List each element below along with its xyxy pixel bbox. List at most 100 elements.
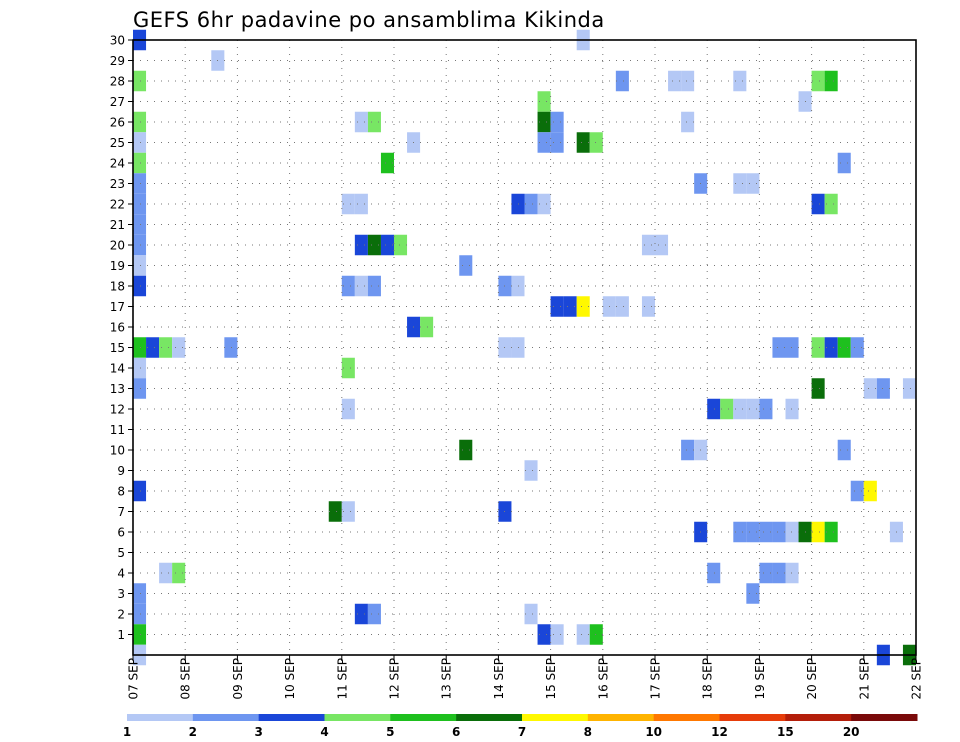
x-tick-label: 21 SEP <box>857 658 871 700</box>
heatmap-cell <box>524 193 538 215</box>
heatmap-cell <box>746 173 760 194</box>
colorbar-label: 20 <box>843 725 860 739</box>
heatmap-cell <box>133 234 147 256</box>
x-tick-label: 10 SEP <box>283 658 297 700</box>
heatmap-cell <box>341 398 355 420</box>
x-tick-label: 08 SEP <box>179 658 193 700</box>
y-tick-label: 9 <box>117 464 125 478</box>
colorbar-swatch <box>258 714 325 721</box>
heatmap-cell <box>863 480 877 502</box>
heatmap-cell <box>589 132 603 153</box>
colorbar-label: 4 <box>320 725 328 739</box>
heatmap-cell <box>133 275 147 297</box>
colorbar-swatch <box>127 714 194 721</box>
colorbar-swatch <box>456 714 523 721</box>
colorbar-label: 12 <box>711 725 728 739</box>
heatmap-cell <box>681 439 695 461</box>
y-tick-label: 16 <box>110 321 125 335</box>
heatmap-cell <box>511 193 525 215</box>
heatmap-cell <box>459 439 473 461</box>
heatmap-cell <box>550 296 564 317</box>
heatmap-cell <box>707 398 721 420</box>
x-tick-label: 17 SEP <box>649 658 663 700</box>
heatmap-cell <box>133 111 147 133</box>
heatmap-cell <box>380 152 394 174</box>
heatmap-cell <box>524 603 538 625</box>
heatmap-cell <box>811 378 825 399</box>
heatmap-cell <box>367 234 381 256</box>
heatmap-cell <box>615 70 629 92</box>
y-tick-label: 11 <box>110 423 125 437</box>
heatmap-cell <box>785 562 799 584</box>
heatmap-cell <box>133 193 147 215</box>
heatmap-cell <box>589 624 603 645</box>
heatmap-cell <box>354 234 368 256</box>
heatmap-cell <box>367 603 381 625</box>
colorbar-swatch <box>390 714 457 721</box>
heatmap-cell <box>341 193 355 215</box>
colorbar-label: 8 <box>584 725 592 739</box>
heatmap-cell <box>772 562 786 584</box>
colorbar-label: 7 <box>518 725 526 739</box>
heatmap-cell <box>550 624 564 645</box>
y-tick-label: 1 <box>117 628 125 642</box>
heatmap-cell <box>837 337 851 358</box>
x-tick-label: 11 SEP <box>335 658 349 700</box>
heatmap-cell <box>850 480 864 502</box>
y-tick-label: 28 <box>110 75 125 89</box>
y-tick-label: 12 <box>110 403 125 417</box>
heatmap-cell <box>772 337 786 358</box>
heatmap-cell <box>133 173 147 194</box>
colorbar-label: 5 <box>386 725 394 739</box>
heatmap-cell <box>550 132 564 153</box>
y-tick-label: 10 <box>110 444 125 458</box>
y-tick-label: 23 <box>110 177 125 191</box>
y-tick-label: 22 <box>110 198 125 212</box>
heatmap-cell <box>655 234 669 256</box>
y-tick-label: 5 <box>117 546 125 560</box>
colorbar-swatch <box>192 714 260 721</box>
colorbar-swatch <box>653 714 720 721</box>
y-tick-label: 6 <box>117 526 125 540</box>
x-tick-label: 12 SEP <box>388 658 402 700</box>
heatmap-cell <box>641 296 655 317</box>
heatmap-cell <box>172 337 186 358</box>
colorbar-swatch <box>785 714 852 721</box>
heatmap-cell <box>537 624 551 645</box>
heatmap-cell <box>133 603 147 625</box>
heatmap-cell <box>785 337 799 358</box>
heatmap-cell <box>811 193 825 215</box>
heatmap-cell <box>537 132 551 153</box>
heatmap-cell <box>746 398 760 420</box>
y-tick-label: 2 <box>117 608 125 622</box>
heatmap-cell <box>824 337 838 358</box>
heatmap-cell <box>524 460 538 481</box>
heatmap-cell <box>367 111 381 133</box>
heatmap-cell <box>733 398 747 420</box>
heatmap-cell <box>133 378 147 399</box>
heatmap-cell <box>641 234 655 256</box>
heatmap-cell <box>759 521 773 543</box>
x-tick-label: 22 SEP <box>910 658 924 700</box>
colorbar-swatch <box>587 714 655 721</box>
heatmap-cell <box>681 111 695 133</box>
y-tick-label: 17 <box>110 300 125 314</box>
heatmap-cell <box>850 337 864 358</box>
heatmap-cell <box>759 398 773 420</box>
y-tick-label: 25 <box>110 136 125 150</box>
heatmap-cell <box>707 562 721 584</box>
y-axis: 1234567891011121314151617181920212223242… <box>110 34 133 642</box>
colorbar-swatch <box>719 714 786 721</box>
heatmap-cell <box>772 521 786 543</box>
colorbar-swatch <box>851 714 918 721</box>
colorbar-label: 10 <box>645 725 662 739</box>
heatmap-cell <box>511 337 525 358</box>
colorbar-swatch <box>324 714 391 721</box>
heatmap-cell <box>328 501 342 522</box>
x-tick-label: 16 SEP <box>596 658 610 700</box>
heatmap-cell <box>576 624 590 645</box>
colorbar-label: 6 <box>452 725 460 739</box>
heatmap-cell <box>133 132 147 153</box>
heatmap-cells <box>133 29 916 666</box>
heatmap-cell <box>824 193 838 215</box>
